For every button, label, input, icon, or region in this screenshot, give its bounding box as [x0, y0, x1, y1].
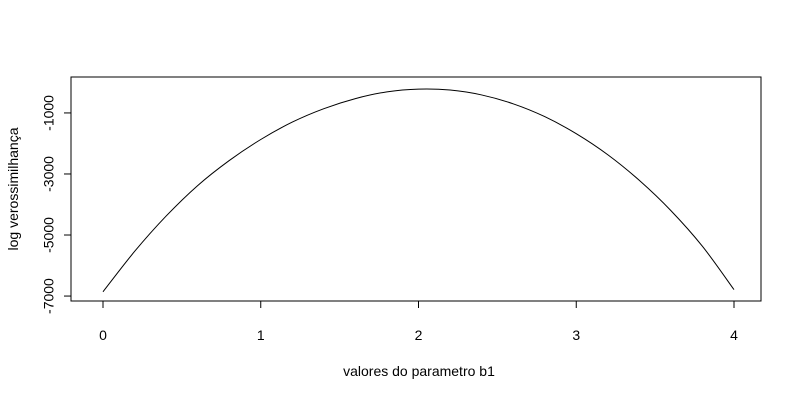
y-axis-title: log verossimilhança — [5, 127, 21, 250]
x-tick-label: 1 — [257, 327, 265, 343]
y-tick-label: -3000 — [41, 156, 57, 192]
x-tick-label: 4 — [730, 327, 738, 343]
x-tick-label: 2 — [415, 327, 423, 343]
x-tick-label: 3 — [572, 327, 580, 343]
x-tick-label: 0 — [99, 327, 107, 343]
series-line — [102, 88, 735, 293]
y-tick-label: -5000 — [41, 217, 57, 253]
series-layer — [102, 88, 735, 293]
y-tick-label: -7000 — [41, 278, 57, 314]
y-tick-label: -1000 — [41, 95, 57, 131]
x-axis-title: valores do parametro b1 — [343, 363, 495, 379]
x-axis: 0 1 2 3 4 — [99, 300, 738, 343]
plot-frame — [70, 76, 762, 302]
y-axis: -7000 -5000 -3000 -1000 — [41, 95, 72, 314]
